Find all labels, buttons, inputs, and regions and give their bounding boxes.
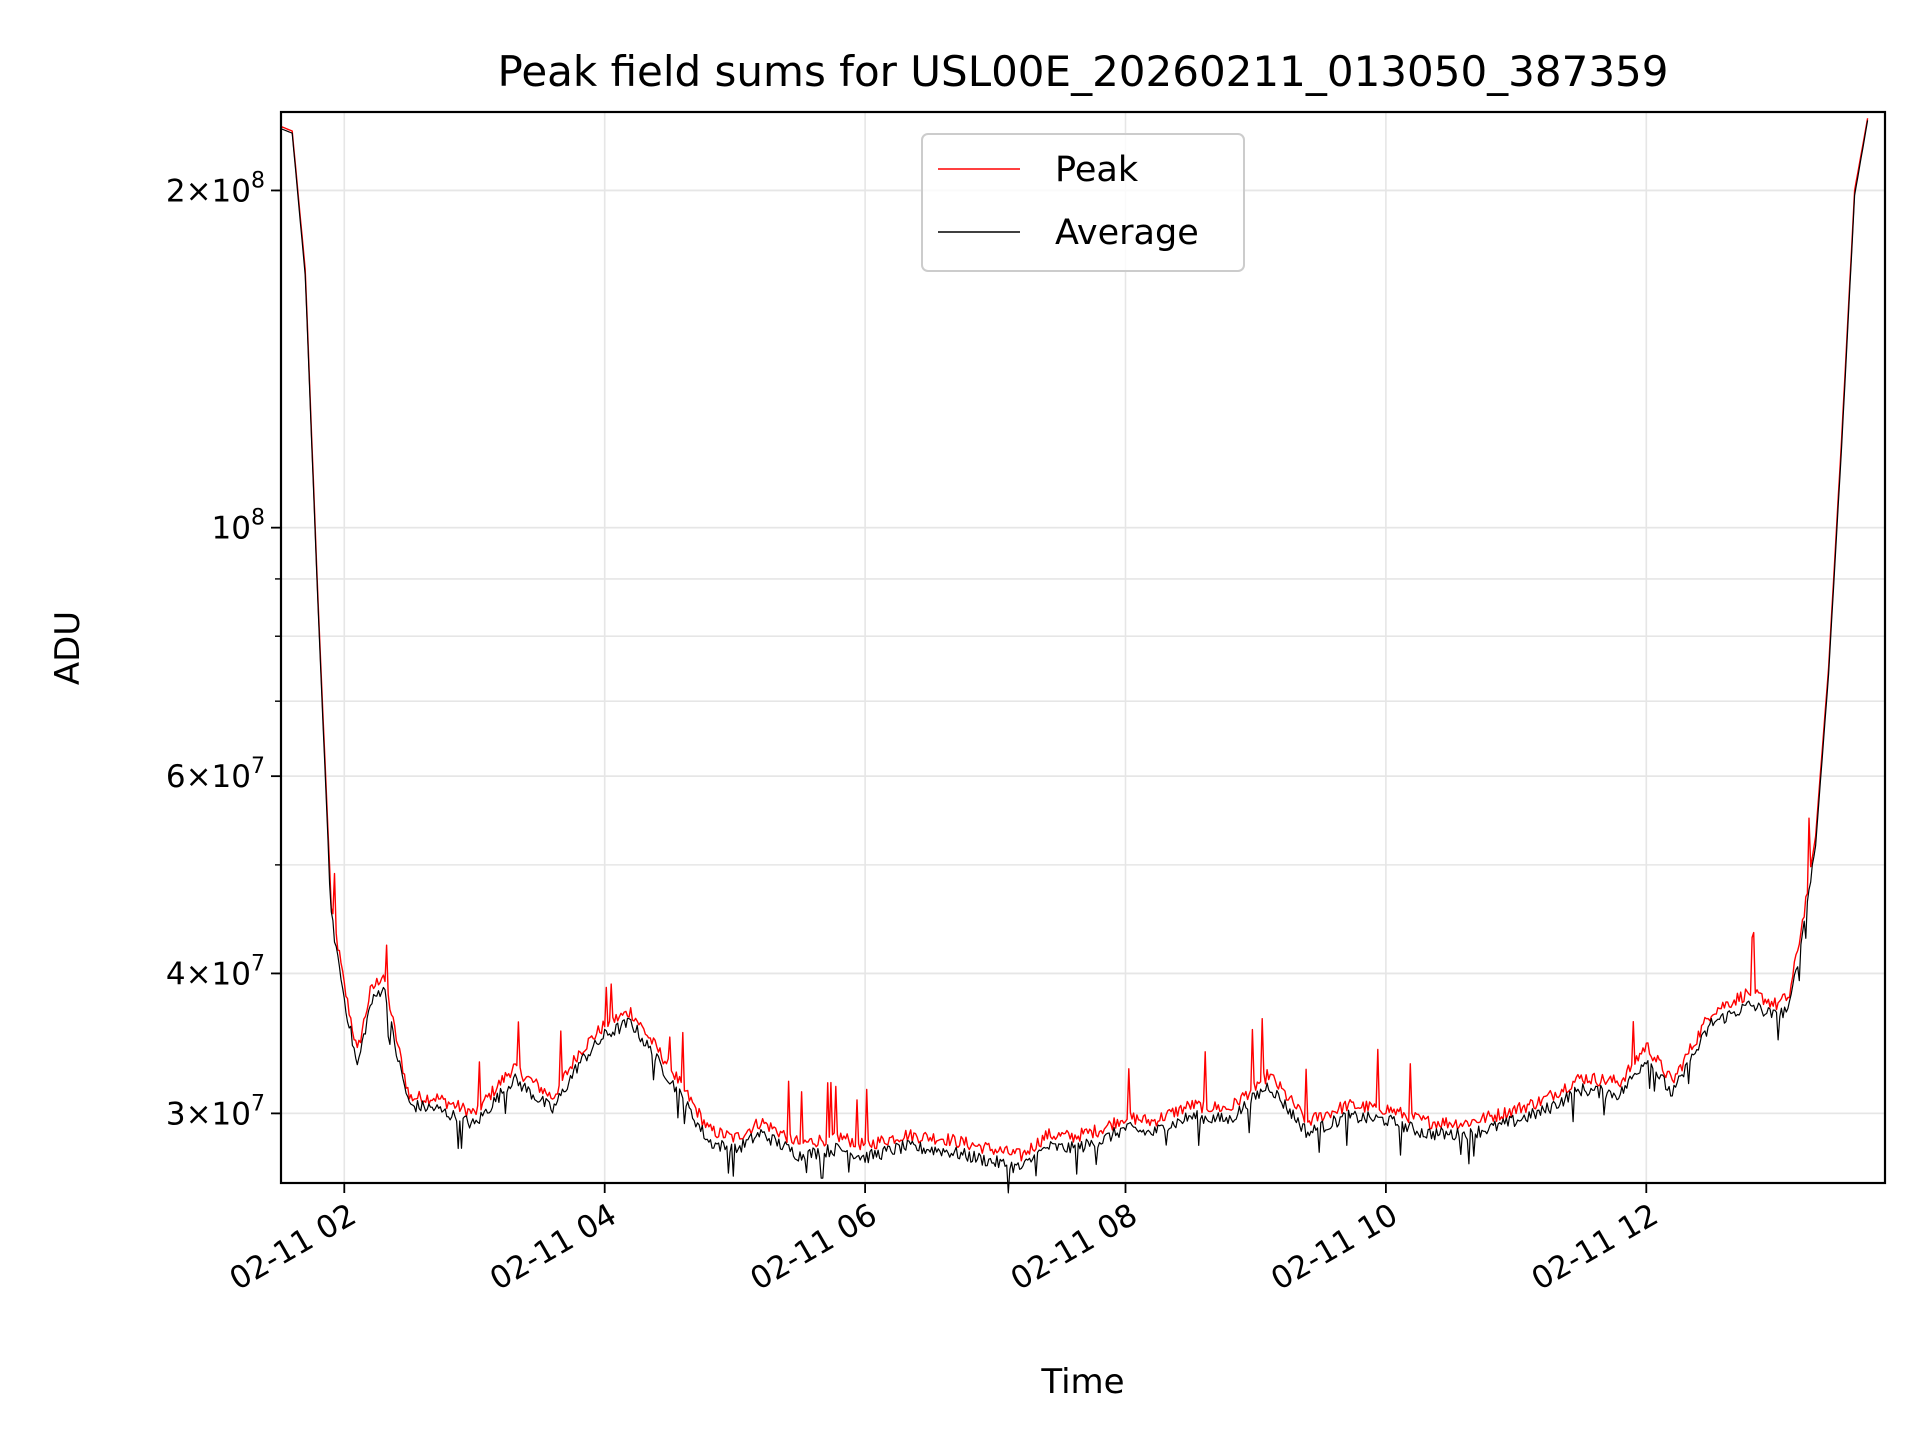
y-tick-label: 3×107 (166, 1091, 265, 1132)
series-line-peak (281, 118, 1869, 1162)
y-tick-label: 4×107 (166, 951, 265, 992)
y-tick-label: 108 (212, 506, 265, 547)
y-tick-label: 2×108 (166, 168, 265, 209)
series-layer (281, 118, 1869, 1194)
legend-label-average: Average (1055, 213, 1199, 253)
legend-label-peak: Peak (1055, 150, 1139, 190)
series-line-average (281, 120, 1869, 1194)
grid (281, 112, 1885, 1183)
x-axis-label: Time (1040, 1362, 1124, 1402)
y-tick-label: 6×107 (166, 754, 265, 795)
plot-frame (279, 110, 1887, 1185)
chart-title: Peak field sums for USL00E_20260211_0130… (497, 47, 1668, 96)
y-axis-label: ADU (48, 611, 88, 685)
legend: Peak Average (921, 133, 1245, 272)
